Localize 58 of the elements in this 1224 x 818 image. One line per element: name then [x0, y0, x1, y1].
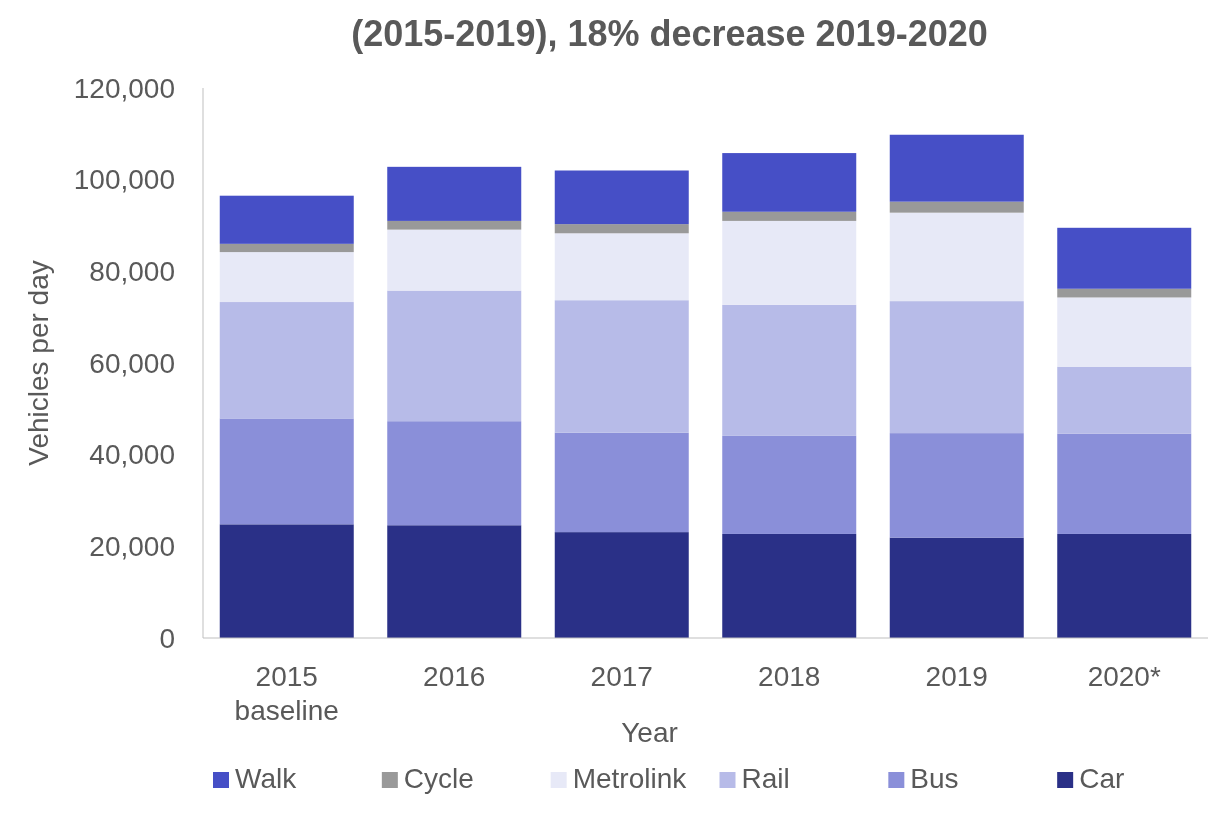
bar — [889, 537, 1024, 638]
y-tick-label: 120,000 — [73, 72, 175, 104]
bar — [722, 435, 857, 534]
legend-label: Metrolink — [572, 763, 688, 794]
bar — [889, 433, 1024, 538]
bar — [889, 212, 1024, 302]
bar — [219, 243, 354, 253]
x-tick-label: 2017 — [590, 661, 653, 692]
bar — [722, 211, 857, 221]
bar — [722, 153, 857, 212]
bar — [219, 418, 354, 525]
bar — [1057, 288, 1192, 298]
bar — [554, 300, 689, 433]
bar — [1057, 366, 1192, 434]
x-tick-label: 2016 — [423, 661, 486, 692]
y-tick-label: 80,000 — [89, 256, 175, 288]
bar — [387, 220, 522, 230]
bar — [554, 224, 689, 234]
bar — [722, 533, 857, 638]
bar — [889, 301, 1024, 434]
bar — [387, 229, 522, 291]
bar — [219, 195, 354, 244]
bar — [722, 304, 857, 436]
bar — [722, 220, 857, 305]
bar — [554, 432, 689, 533]
legend-label: Rail — [741, 763, 790, 794]
x-tick-label: 2015 baseline — [234, 661, 339, 726]
bar — [889, 201, 1024, 213]
bar — [387, 290, 522, 422]
y-tick-label: 40,000 — [89, 439, 175, 471]
bar — [1057, 433, 1192, 534]
y-tick-label: 100,000 — [73, 164, 175, 196]
x-tick-label: 2020* — [1087, 661, 1161, 692]
bar — [387, 525, 522, 638]
y-tick-label: 0 — [159, 622, 175, 654]
bar — [1057, 227, 1192, 289]
legend-label: Bus — [910, 763, 959, 794]
bar — [219, 252, 354, 303]
y-tick-label: 20,000 — [89, 531, 175, 563]
bar — [554, 532, 689, 638]
bar — [219, 524, 354, 638]
chart-title: (2015-2019), 18% decrease 2019-2020 — [351, 13, 988, 54]
bar — [1057, 297, 1192, 367]
x-tick-label: 2018 — [758, 661, 821, 692]
legend-label: Car — [1079, 763, 1125, 794]
legend-label: Walk — [235, 763, 298, 794]
bar — [1057, 533, 1192, 638]
x-tick-label: 2019 — [925, 661, 988, 692]
y-axis-title: Vehicles per day — [23, 260, 54, 466]
y-tick-label: 60,000 — [89, 347, 175, 379]
bar — [554, 233, 689, 301]
x-axis-title: Year — [621, 717, 678, 748]
bar — [889, 134, 1024, 202]
bar — [387, 421, 522, 526]
bar — [387, 166, 522, 221]
bar — [219, 302, 354, 419]
bar — [554, 170, 689, 225]
legend-label: Cycle — [403, 763, 474, 794]
